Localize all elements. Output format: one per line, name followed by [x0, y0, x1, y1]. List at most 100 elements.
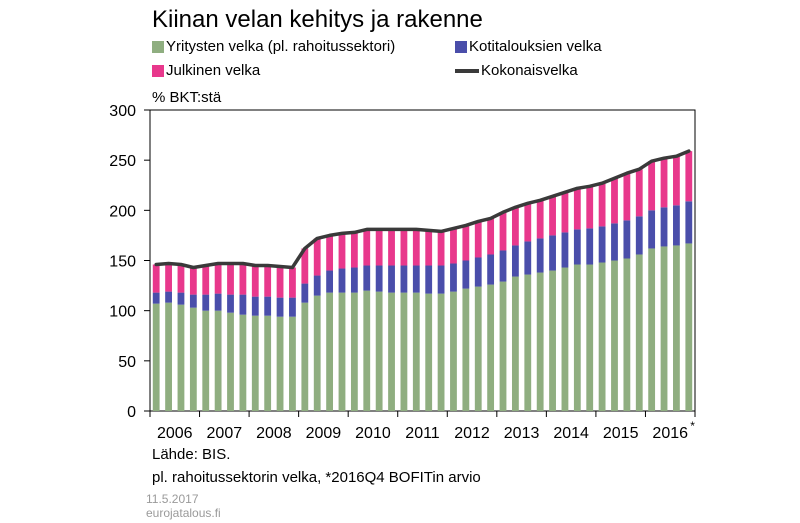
bar-household: [239, 294, 247, 315]
bar-household: [313, 275, 321, 296]
bar-corporate: [202, 310, 210, 411]
bar-public: [623, 173, 631, 221]
bar-corporate: [437, 293, 445, 411]
bar-corporate: [301, 302, 309, 411]
bar-household: [487, 254, 495, 285]
bar-public: [425, 230, 433, 266]
bar-public: [177, 264, 185, 293]
bar-public: [437, 231, 445, 266]
bar-corporate: [264, 315, 272, 411]
bar-household: [202, 294, 210, 311]
bar-household: [536, 238, 544, 273]
bar-corporate: [350, 292, 358, 411]
bar-public: [524, 203, 532, 242]
y-tick-label: 250: [109, 153, 136, 170]
bar-household: [251, 296, 259, 316]
bar-corporate: [623, 258, 631, 411]
bar-corporate: [561, 267, 569, 411]
bar-corporate: [660, 246, 668, 411]
bar-household: [276, 297, 284, 317]
bar-public: [338, 233, 346, 269]
legend-item-household: Kotitalouksien velka: [455, 38, 602, 55]
bar-public: [313, 238, 321, 276]
bar-corporate: [573, 264, 581, 411]
bar-public: [685, 151, 693, 202]
bar-household: [462, 260, 470, 289]
bar-public: [214, 263, 222, 294]
bar-household: [685, 201, 693, 244]
bar-household: [264, 296, 272, 316]
legend-swatch-corporate: [152, 40, 164, 53]
legend-swatch-total: [455, 68, 479, 73]
bar-corporate: [363, 290, 371, 411]
bar-public: [450, 228, 457, 264]
bar-corporate: [611, 260, 618, 411]
bar-public: [499, 212, 507, 251]
bar-household: [177, 292, 185, 305]
bar-corporate: [635, 254, 643, 411]
bar-household: [152, 292, 160, 304]
bar-corporate: [289, 316, 296, 411]
bar-public: [648, 161, 656, 211]
publish-date: 11.5.2017: [146, 492, 199, 506]
bar-household: [511, 245, 519, 277]
bar-corporate: [239, 314, 247, 411]
bar-corporate: [673, 245, 680, 411]
footnote: pl. rahoitussektorin velka, *2016Q4 BOFI…: [152, 469, 481, 486]
bar-public: [239, 263, 247, 295]
x-tick-label: 2011: [405, 425, 440, 442]
y-axis-unit-label: % BKT:stä: [152, 89, 222, 106]
legend-swatch-public: [152, 64, 164, 77]
bar-corporate: [400, 292, 408, 411]
bar-public: [264, 265, 272, 297]
bar-household: [227, 294, 234, 313]
bar-public: [227, 263, 234, 295]
total-debt-line: [154, 149, 691, 270]
bar-corporate: [487, 284, 495, 411]
bar-corporate: [648, 248, 656, 411]
bar-public: [549, 196, 556, 236]
bar-household: [499, 250, 507, 282]
bar-public: [511, 207, 519, 246]
bar-public: [251, 265, 259, 297]
legend-label-public: Julkinen velka: [166, 62, 261, 79]
bar-household: [165, 291, 172, 303]
x-tick-label-note: *: [690, 419, 695, 433]
bar-household: [375, 265, 383, 292]
y-tick-label: 0: [127, 404, 136, 421]
bar-household: [338, 268, 346, 293]
bar-corporate: [549, 270, 556, 411]
y-tick-label: 150: [109, 254, 136, 271]
chart-title: Kiinan velan kehitys ja rakenne: [152, 6, 483, 33]
bar-household: [524, 241, 532, 275]
x-tick-label: 2009: [306, 425, 342, 442]
bar-public: [202, 265, 210, 295]
legend-label-household: Kotitalouksien velka: [469, 38, 602, 55]
legend-item-corporate: Yritysten velka (pl. rahoitussektori): [152, 38, 395, 55]
legend-swatch-household: [455, 40, 467, 53]
bar-corporate: [375, 291, 383, 411]
bar-household: [598, 226, 606, 263]
bar-public: [673, 156, 680, 206]
bar-public: [388, 229, 395, 266]
x-tick-label: 2014: [553, 425, 589, 442]
bar-household: [648, 210, 656, 249]
site-name: eurojatalous.fi: [146, 506, 221, 520]
bar-corporate: [177, 304, 185, 411]
bar-household: [437, 265, 445, 294]
bar-public: [611, 178, 618, 224]
legend-item-public: Julkinen velka: [152, 62, 260, 79]
legend-item-total: Kokonaisvelka: [455, 62, 578, 79]
bar-corporate: [511, 276, 519, 411]
bar-household: [660, 207, 668, 247]
bar-household: [301, 283, 309, 303]
bar-public: [462, 225, 470, 261]
bar-household: [549, 235, 556, 271]
bar-corporate: [598, 262, 606, 411]
x-tick-label: 2006: [157, 425, 193, 442]
bar-household: [611, 223, 618, 261]
bar-public: [289, 267, 296, 298]
bar-household: [673, 205, 680, 246]
legend-label-corporate: Yritysten velka (pl. rahoitussektori): [166, 38, 396, 55]
bar-corporate: [462, 288, 470, 411]
